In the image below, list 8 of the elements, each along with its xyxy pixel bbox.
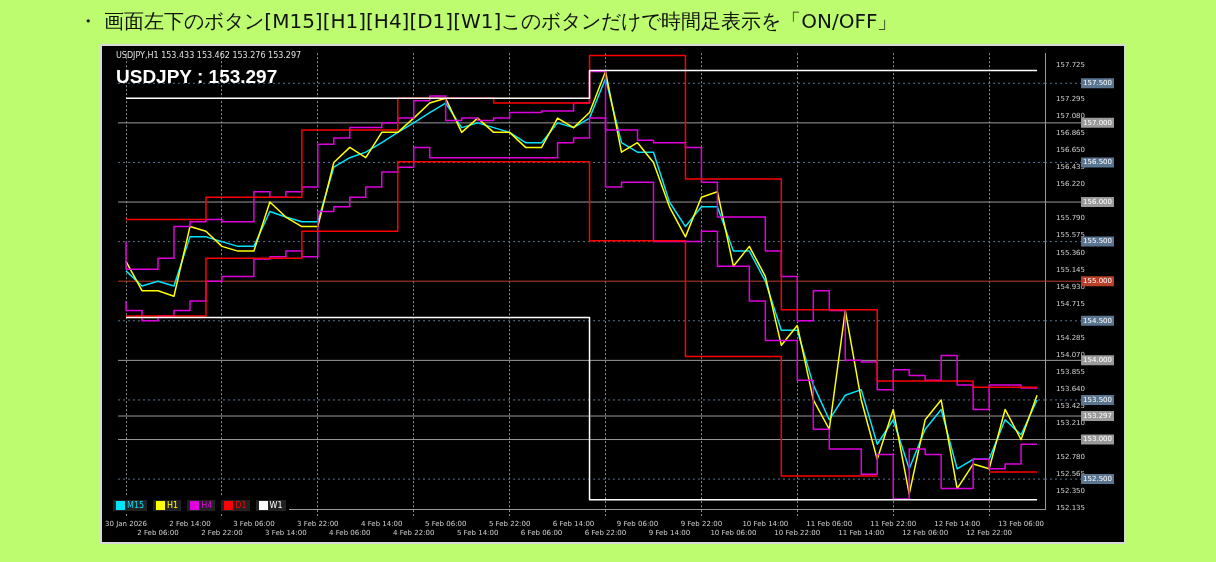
legend-label: H1	[167, 501, 179, 510]
legend-label: W1	[269, 501, 283, 510]
legend-label: M15	[127, 501, 145, 510]
chart-title: ・ 画面左下のボタン[M15][H1][H4][D1][W1]このボタンだけで時間足表示を「ON/OFF」	[78, 8, 898, 35]
annotation: USDJPY : 153.297	[116, 66, 278, 88]
legend-label: D1	[235, 501, 247, 510]
annotation: USDJPY,H1 153.433 153.462 153.276 153.297	[116, 51, 302, 60]
legend-label: H4	[201, 501, 213, 510]
